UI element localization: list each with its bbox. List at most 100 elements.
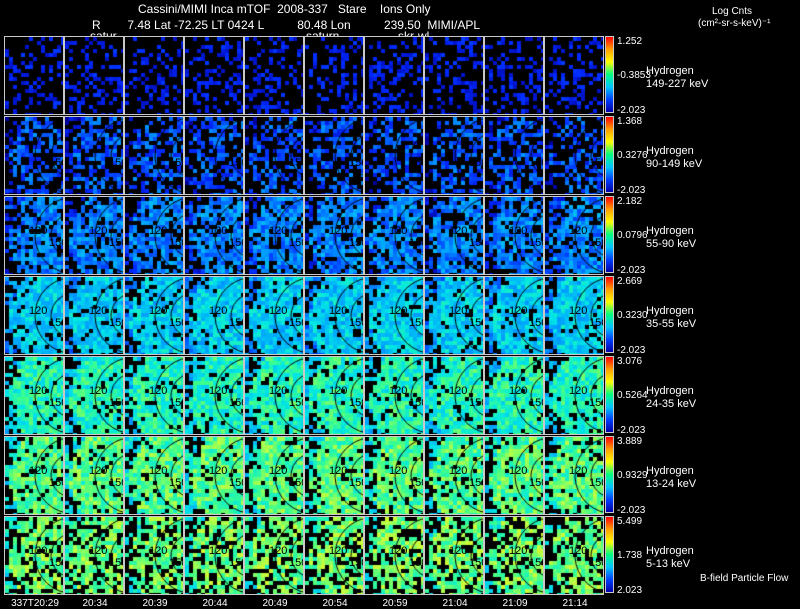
colorbar [605, 276, 614, 353]
colorbar-min-label: 2.023 [617, 585, 643, 596]
arc-label-inner: 120 [329, 465, 348, 477]
image-panel: 120150 [424, 356, 484, 435]
arc-label-inner: 120 [569, 225, 588, 237]
image-panel: 120150 [184, 516, 244, 595]
arc-label-outer: 150 [289, 317, 303, 329]
arc-label-inner: 120 [209, 385, 228, 397]
image-pixels [305, 357, 363, 434]
image-panel [64, 36, 124, 115]
arc-label-outer: 150 [229, 397, 243, 409]
colorbar [605, 116, 614, 193]
arc-label-inner: 120 [29, 465, 48, 477]
arc-label-inner: 120 [569, 465, 588, 477]
arc-label-outer: 150 [169, 477, 183, 489]
arc-label-inner: 120 [29, 385, 48, 397]
arc-label-outer: 150 [289, 477, 303, 489]
image-pixels [365, 517, 423, 594]
arc-label-outer: 150 [289, 157, 303, 169]
arc-label-outer: 150 [469, 397, 483, 409]
image-panel: 120150 [124, 196, 184, 275]
colorbar-max-label: 5.499 [617, 516, 643, 527]
image-panel: 120150 [64, 436, 124, 515]
species-label: Hydrogen 5-13 keV [646, 545, 694, 571]
image-panel: 120150 [484, 516, 544, 595]
image-pixels [305, 437, 363, 514]
arc-label-inner: 120 [149, 385, 168, 397]
species-name: Hydrogen [646, 145, 694, 157]
image-pixels [425, 37, 483, 114]
image-panel: 120150 [124, 436, 184, 515]
image-pixels [425, 437, 483, 514]
arc-label-outer: 150 [229, 157, 243, 169]
arc-label-inner: 120 [329, 305, 348, 317]
image-pixels [185, 357, 243, 434]
arc-label-outer: 150 [409, 477, 423, 489]
image-panel [304, 36, 364, 115]
arc-label-outer: 150 [49, 477, 63, 489]
arc-label-outer: 150 [589, 397, 603, 409]
colorbar [605, 196, 614, 273]
colorbar [605, 36, 614, 113]
time-label: 20:39 [142, 598, 168, 609]
arc-label-outer: 150 [589, 237, 603, 249]
colorbar-mid-label: 0.9329 [617, 470, 648, 481]
species-name: Hydrogen [646, 465, 694, 477]
arc-label-outer: 150 [409, 397, 423, 409]
image-panel: 120150 [124, 516, 184, 595]
image-pixels [185, 117, 243, 194]
image-pixels [485, 197, 543, 274]
image-pixels [125, 357, 183, 434]
plot-title: Cassini/MIMI Inca mTOF 2008-337 Stare Io… [138, 2, 431, 16]
arc-label-inner: 120 [89, 465, 108, 477]
arc-label-inner: 120 [569, 545, 588, 557]
image-panel: 150 [64, 116, 124, 195]
image-pixels [545, 277, 603, 354]
time-label: 20:44 [202, 598, 228, 609]
image-pixels [425, 117, 483, 194]
image-pixels [65, 37, 123, 114]
image-panel: 150 [364, 116, 424, 195]
image-panel: 120150 [364, 436, 424, 515]
image-pixels [425, 277, 483, 354]
arc-label-outer: 150 [529, 237, 543, 249]
energy-range: 149-227 keV [646, 78, 709, 90]
colorbar-mid-label: 0.5264 [617, 390, 648, 401]
arc-label-inner: 120 [569, 305, 588, 317]
image-pixels [485, 37, 543, 114]
colorbar-min-label: -2.023 [617, 105, 646, 116]
image-panel: 120150 [364, 196, 424, 275]
image-panel: 120150 [184, 276, 244, 355]
arc-label-outer: 150 [409, 317, 423, 329]
energy-range: 13-24 keV [646, 478, 697, 490]
image-pixels [545, 437, 603, 514]
arc-label-outer: 150 [169, 237, 183, 249]
image-panel: 120150 [184, 436, 244, 515]
arc-label-outer: 150 [469, 237, 483, 249]
colorbar-max-label: 1.252 [617, 36, 643, 47]
arc-label-outer: 150 [109, 317, 123, 329]
image-pixels [245, 517, 303, 594]
image-panel: 120150 [304, 276, 364, 355]
arc-label-inner: 120 [209, 225, 228, 237]
colorbar-mid-label: 0.3230 [617, 310, 648, 321]
arc-label-inner: 120 [569, 385, 588, 397]
arc-label-inner: 120 [389, 225, 408, 237]
image-pixels [5, 517, 63, 594]
arc-label-outer: 150 [529, 157, 543, 169]
arc-label-outer: 150 [229, 477, 243, 489]
image-pixels [65, 117, 123, 194]
image-pixels [245, 277, 303, 354]
arc-label-inner: 120 [449, 385, 468, 397]
arc-label-outer: 150 [349, 477, 363, 489]
image-panel: 120150 [484, 276, 544, 355]
arc-label-inner: 120 [89, 225, 108, 237]
arc-label-outer: 150 [349, 557, 363, 569]
arc-label-outer: 150 [469, 317, 483, 329]
image-panel: 120150 [544, 516, 604, 595]
arc-label-inner: 120 [29, 305, 48, 317]
arc-label-outer: 150 [529, 397, 543, 409]
arc-label-inner: 120 [449, 465, 468, 477]
arc-label-outer: 150 [409, 557, 423, 569]
image-pixels [425, 197, 483, 274]
image-panel [4, 36, 64, 115]
